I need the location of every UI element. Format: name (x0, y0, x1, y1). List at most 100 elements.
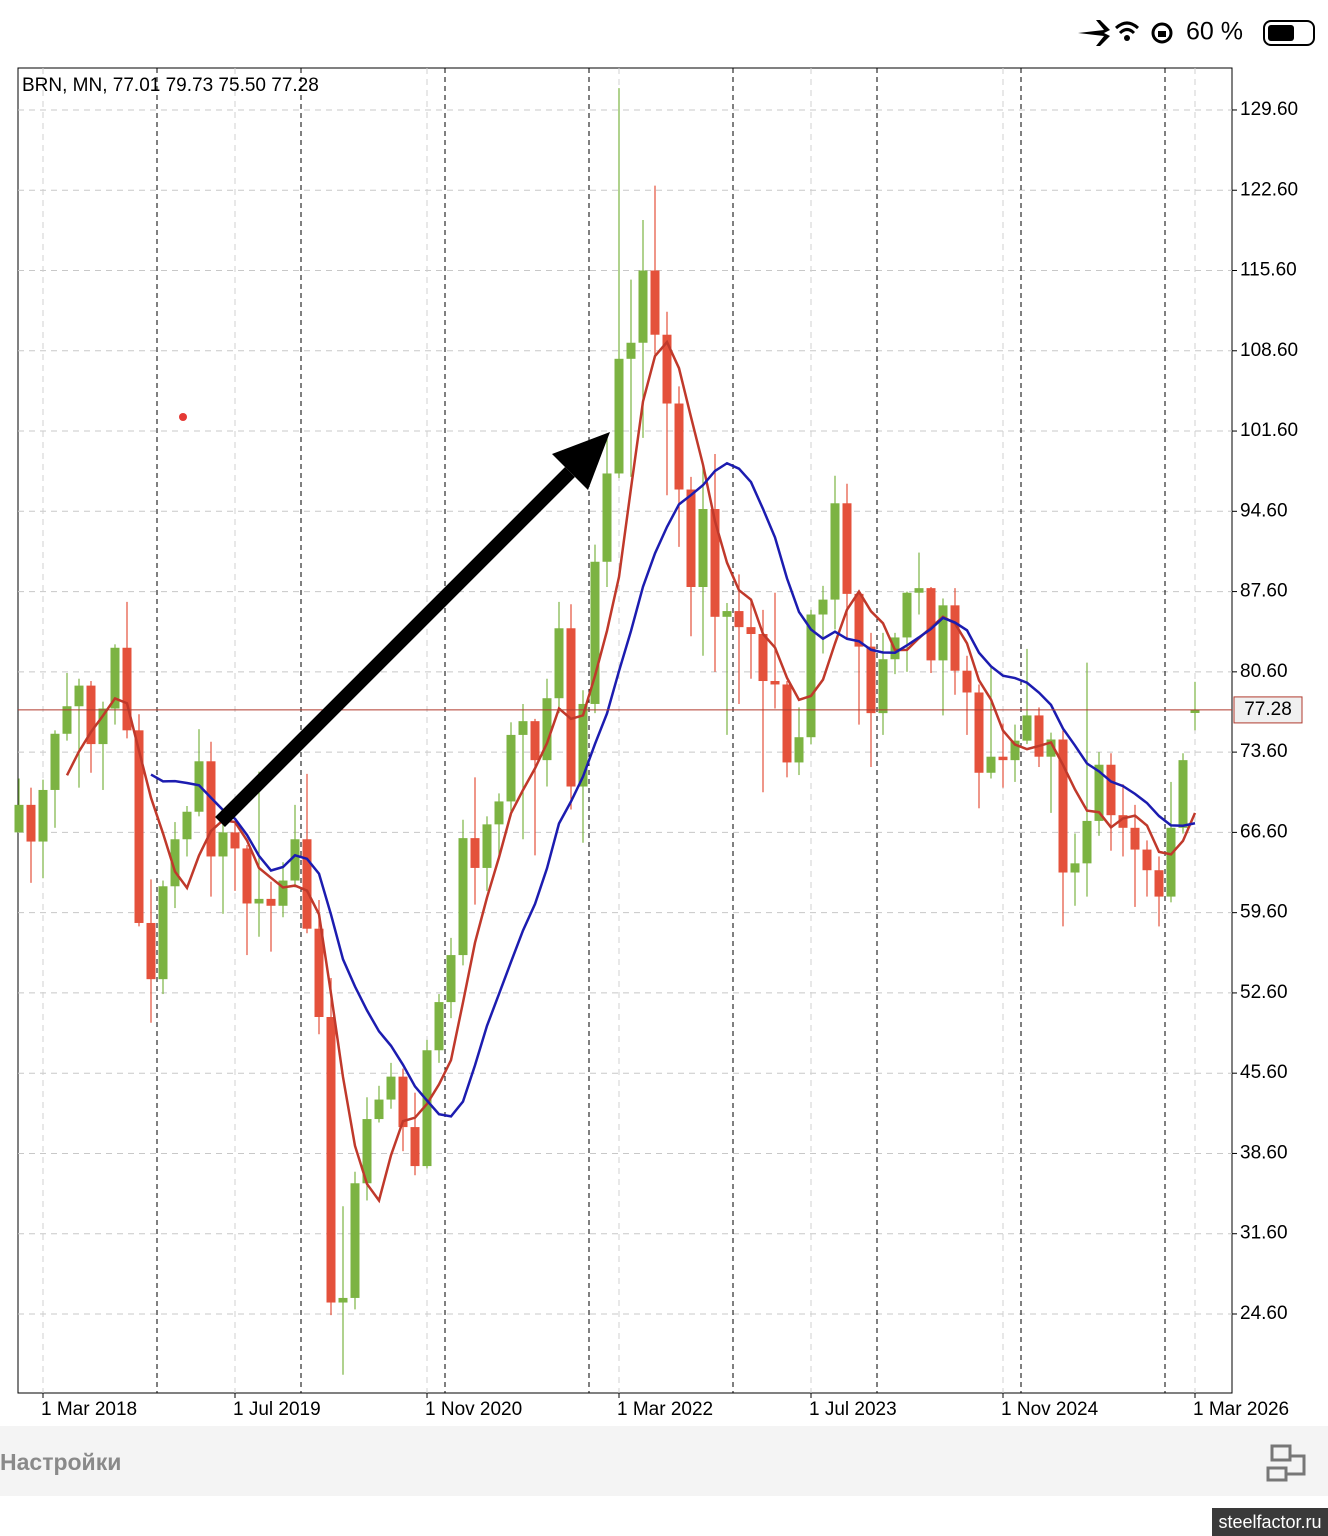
candle-body (110, 647, 120, 709)
candle-body (770, 681, 780, 685)
candle-body (1058, 739, 1068, 873)
slow-moving-average (150, 461, 1196, 1118)
candle-body (1022, 715, 1032, 741)
x-tick-label: 1 Nov 2020 (425, 1399, 522, 1420)
candle-body (314, 928, 324, 1018)
candle-body (218, 832, 228, 857)
candle-body (938, 605, 948, 661)
candle-body (734, 611, 744, 628)
x-tick-label: 1 Jul 2023 (809, 1399, 897, 1420)
lock-icon (1151, 22, 1173, 44)
candle-body (290, 839, 300, 881)
candle-body (1154, 870, 1164, 897)
grid (18, 68, 1237, 1398)
candle-body (446, 955, 456, 1003)
candle-body (86, 685, 96, 745)
settings-button[interactable]: Настройки (0, 1449, 121, 1475)
candle-body (914, 588, 924, 593)
y-tick-label: 80.60 (1240, 661, 1288, 682)
candle-body (1142, 849, 1152, 871)
candle-body (626, 342, 636, 359)
watermark: steelfactor.ru (1218, 1512, 1321, 1532)
candle-body (782, 684, 792, 763)
candle-body (338, 1297, 348, 1303)
candle-body (50, 733, 60, 790)
y-tick-label: 122.60 (1240, 179, 1298, 200)
candle-body (854, 593, 864, 647)
y-tick-label: 108.60 (1240, 340, 1298, 361)
marker-dot (179, 413, 187, 421)
candle-body (1082, 820, 1092, 864)
candle-body (614, 358, 624, 474)
candle-body (866, 646, 876, 714)
candle-body (674, 403, 684, 490)
candle-body (578, 703, 588, 787)
candle-body (62, 706, 72, 734)
y-tick-label: 66.60 (1240, 821, 1288, 842)
candle-body (422, 1050, 432, 1167)
candle-body (590, 561, 600, 704)
candle-body (794, 737, 804, 763)
candle-body (686, 489, 696, 587)
candle-body (1010, 740, 1020, 761)
candle-body (998, 756, 1008, 761)
candle-body (830, 503, 840, 600)
candle-body (434, 1002, 444, 1051)
candle-body (242, 848, 252, 904)
candle-body (878, 659, 888, 714)
x-tick-label: 1 Mar 2026 (1193, 1399, 1289, 1420)
layout-icon[interactable] (1266, 1444, 1306, 1482)
candle-body (266, 898, 276, 906)
candles (14, 88, 1232, 1375)
candle-body (806, 614, 816, 738)
y-tick-label: 59.60 (1240, 902, 1288, 923)
candle-body (1178, 760, 1188, 828)
candle-body (146, 922, 156, 980)
y-tick-label: 94.60 (1240, 500, 1288, 521)
y-tick-label: 129.60 (1240, 99, 1298, 120)
candle-body (506, 734, 516, 802)
candle-body (374, 1099, 384, 1120)
candle-body (74, 685, 84, 707)
candle-body (98, 708, 108, 745)
candle-body (698, 509, 708, 587)
candle-body (38, 789, 48, 842)
candle-body (182, 811, 192, 840)
annotation-arrow (215, 432, 610, 827)
last-price-label: 77.28 (1244, 699, 1292, 720)
candle-body (926, 588, 936, 661)
candle-body (518, 721, 528, 735)
candle-body (302, 839, 312, 929)
candle-body (470, 838, 480, 868)
candle-body (398, 1076, 408, 1128)
candle-body (602, 473, 612, 562)
candle-body (122, 647, 132, 731)
y-tick-label: 24.60 (1240, 1303, 1288, 1324)
candle-body (362, 1119, 372, 1184)
candle-body (1070, 863, 1080, 873)
candle-body (278, 880, 288, 906)
candle-body (26, 804, 36, 842)
y-tick-label: 45.60 (1240, 1062, 1288, 1083)
candle-body (494, 801, 504, 825)
candle-body (1106, 764, 1116, 816)
candle-body (650, 270, 660, 335)
candle-body (350, 1183, 360, 1298)
candle-body (722, 611, 732, 617)
y-tick-label: 115.60 (1240, 260, 1297, 281)
candle-body (1034, 715, 1044, 757)
candle-body (902, 592, 912, 638)
x-tick-label: 1 Jul 2019 (233, 1399, 321, 1420)
candle-body (170, 839, 180, 887)
candle-body (962, 670, 972, 693)
last-price-box (1233, 696, 1303, 724)
status-icons (1078, 20, 1173, 46)
plot-frame (17, 67, 1233, 1394)
battery-icon (1263, 20, 1315, 46)
y-tick-label: 52.60 (1240, 982, 1288, 1003)
candle-body (662, 334, 672, 404)
candle-body (458, 838, 468, 956)
candle-body (230, 832, 240, 849)
